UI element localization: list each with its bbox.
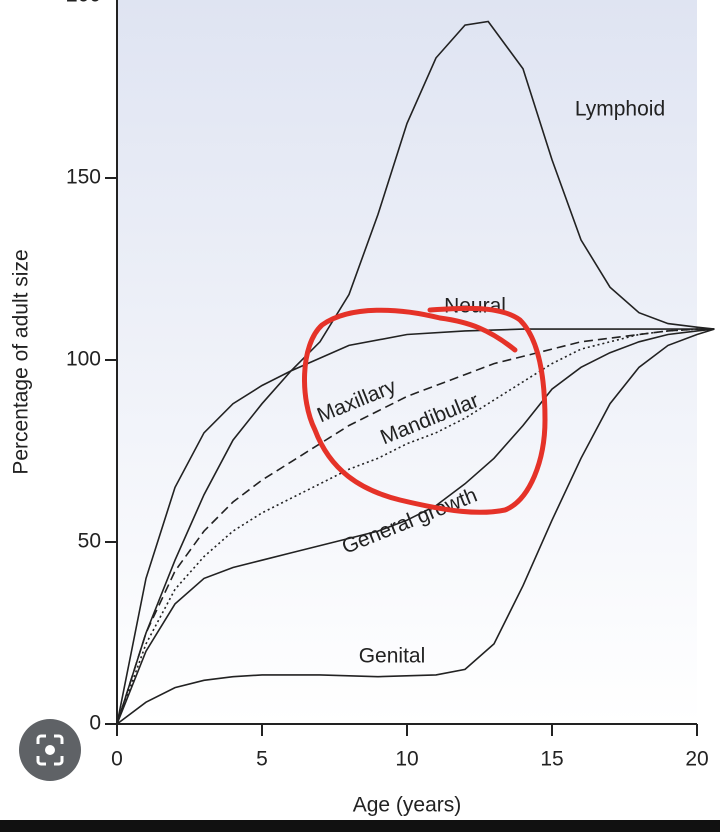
y-tick-label: 100 <box>66 348 101 371</box>
y-tick-label: 50 <box>78 530 101 553</box>
y-tick-label: 200 <box>66 0 101 7</box>
y-tick-label: 150 <box>66 166 101 189</box>
annotation-circle <box>302 305 548 515</box>
series-label: Lymphoid <box>575 98 665 121</box>
bottom-bar <box>0 820 720 832</box>
series-line <box>116 20 715 725</box>
y-axis-label: Percentage of adult size <box>10 249 33 474</box>
lens-dot <box>45 745 55 755</box>
series-line <box>116 328 715 725</box>
lens-button[interactable] <box>19 719 81 781</box>
series-line <box>116 328 715 725</box>
series-line <box>116 328 715 725</box>
plot-area <box>117 0 697 724</box>
series-line <box>116 328 715 725</box>
x-tick-label: 10 <box>395 748 418 771</box>
x-tick-label: 20 <box>685 748 708 771</box>
x-axis-label: Age (years) <box>353 794 462 817</box>
lens-icon <box>36 734 64 766</box>
x-tick-label: 15 <box>540 748 563 771</box>
series-label: Genital <box>359 645 426 668</box>
x-tick-label: 0 <box>111 748 123 771</box>
x-tick-label: 5 <box>256 748 268 771</box>
y-tick-label: 0 <box>89 712 101 735</box>
